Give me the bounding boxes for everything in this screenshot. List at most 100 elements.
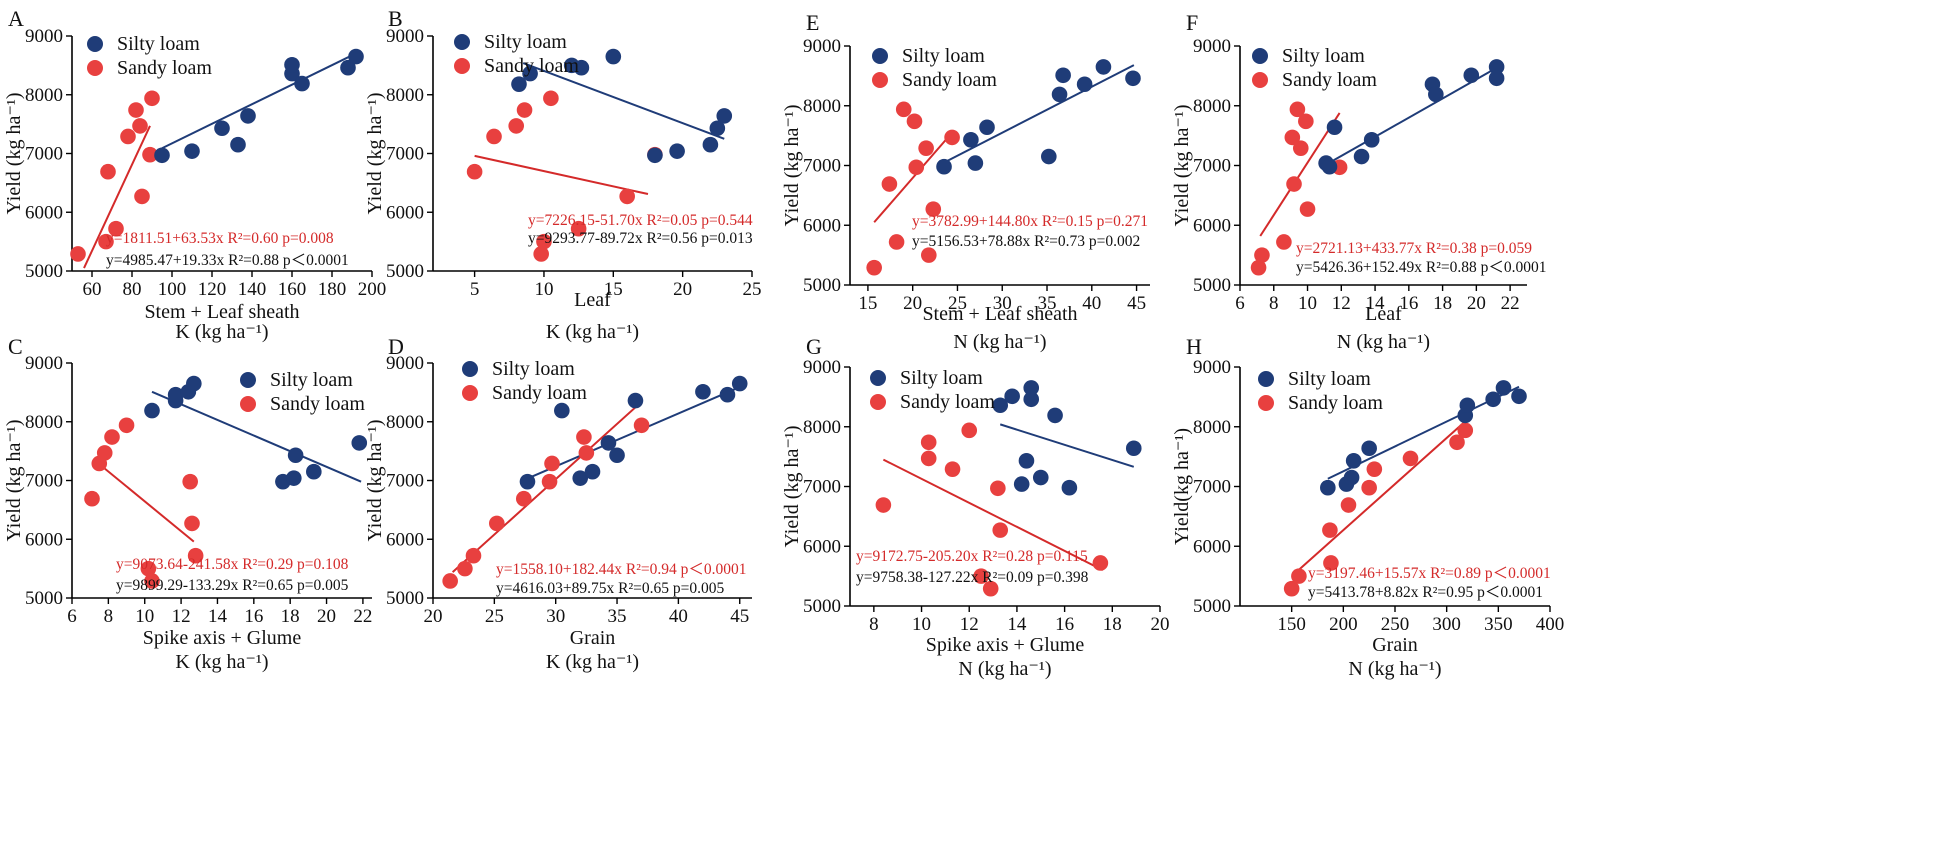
equation-sandy: y=3782.99+144.80x R²=0.15 p=0.271 <box>912 213 1148 230</box>
x-tick-label: 35 <box>1038 293 1057 314</box>
legend-marker-sandy <box>870 394 886 410</box>
x-axis-label: Stem + Leaf sheath <box>922 303 1077 325</box>
point-silty <box>695 383 711 400</box>
point-sandy <box>881 176 898 192</box>
point-silty <box>167 386 184 403</box>
legend-label-silty: Silty loam <box>492 358 575 380</box>
y-tick-label: 8000 <box>386 412 424 433</box>
point-sandy <box>508 118 525 134</box>
x-tick-label: 400 <box>1536 614 1565 635</box>
equation-sandy: y=3197.46+15.57x R²=0.89 p＜0.0001 <box>1308 565 1551 582</box>
point-sandy <box>1284 129 1301 146</box>
x-tick-label: 300 <box>1432 614 1461 635</box>
x-axis-unit: K (kg ha⁻¹) <box>175 321 268 343</box>
x-tick-label: 8 <box>1269 293 1279 314</box>
point-sandy <box>944 461 961 477</box>
point-sandy <box>578 445 595 461</box>
y-tick-label: 5000 <box>386 261 424 282</box>
equation-silty: y=9293.77-89.72x R²=0.56 p=0.013 <box>528 230 753 247</box>
x-tick-label: 14 <box>1007 614 1027 635</box>
x-tick-label: 200 <box>358 279 387 300</box>
panel-label: G <box>806 334 822 359</box>
equation-silty: y=4985.47+19.33x R²=0.88 p＜0.0001 <box>106 252 349 269</box>
point-silty <box>154 147 170 164</box>
x-axis-label: Spike axis + Glume <box>926 634 1085 656</box>
legend-label-silty: Silty loam <box>1288 368 1371 390</box>
point-silty <box>600 435 617 451</box>
fit-line-sandy <box>882 458 1104 572</box>
point-sandy <box>1402 450 1419 467</box>
y-tick-label: 6000 <box>1193 215 1231 236</box>
y-tick-label: 7000 <box>386 144 424 165</box>
equation-sandy: y=9172.75-205.20x R²=0.28 p=0.115 <box>856 548 1088 565</box>
point-sandy <box>1366 461 1383 477</box>
point-silty <box>294 75 310 92</box>
x-tick-label: 20 <box>903 293 922 314</box>
point-silty <box>1343 469 1360 486</box>
y-tick-label: 8000 <box>25 85 63 106</box>
y-tick-label: 9000 <box>803 357 841 378</box>
point-sandy <box>1298 113 1314 130</box>
y-axis-label: Yield (kg ha⁻¹) <box>364 419 386 541</box>
x-tick-label: 18 <box>1433 293 1452 314</box>
legend-marker-silty <box>87 36 103 52</box>
point-silty <box>144 402 160 419</box>
legend-marker-sandy <box>1258 395 1274 411</box>
point-sandy <box>108 220 124 237</box>
x-tick-label: 12 <box>960 614 979 635</box>
point-sandy <box>543 90 559 107</box>
x-tick-label: 16 <box>1399 293 1418 314</box>
y-tick-label: 5000 <box>803 275 841 296</box>
x-tick-label: 10 <box>912 614 931 635</box>
fit-line-sandy <box>83 125 151 269</box>
x-tick-label: 22 <box>1501 293 1520 314</box>
x-tick-label: 22 <box>353 606 372 627</box>
y-tick-label: 5000 <box>25 261 63 282</box>
y-tick-label: 6000 <box>803 215 841 236</box>
equation-silty: y=9758.38-127.22x R²=0.09 p=0.398 <box>856 569 1089 586</box>
legend-marker-sandy <box>454 58 470 74</box>
point-silty <box>1023 391 1040 408</box>
point-silty <box>1018 453 1035 469</box>
point-silty <box>1051 86 1068 103</box>
legend-label-silty: Silty loam <box>117 33 200 55</box>
fit-line-silty <box>161 51 359 150</box>
x-axis-unit: N (kg ha⁻¹) <box>1348 658 1441 680</box>
point-sandy <box>100 163 116 180</box>
y-tick-label: 6000 <box>25 202 63 223</box>
point-sandy <box>1250 259 1267 276</box>
point-silty <box>186 375 202 392</box>
x-tick-label: 10 <box>135 606 154 627</box>
point-sandy <box>536 233 552 250</box>
y-tick-label: 5000 <box>803 596 841 617</box>
panel-e: E 5000 6000 7000 8000 9000 15 20 25 30 35 40 45 Yield… <box>781 10 1150 353</box>
y-axis-label: Yield (kg ha⁻¹) <box>3 92 25 214</box>
point-sandy <box>70 246 86 262</box>
fit-line-silty <box>522 62 725 140</box>
x-tick-label: 180 <box>318 279 347 300</box>
panel-h: H 5000 6000 7000 8000 9000 150 200 250 300 350 400 Y… <box>1171 334 1564 680</box>
y-tick-label: 9000 <box>25 353 63 374</box>
y-tick-label: 9000 <box>386 26 424 47</box>
x-tick-label: 30 <box>546 606 565 627</box>
fit-line-sandy <box>95 460 195 543</box>
y-tick-label: 7000 <box>803 156 841 177</box>
y-tick-label: 8000 <box>25 412 63 433</box>
fit-line-silty <box>151 390 362 483</box>
point-silty <box>992 397 1009 414</box>
x-tick-label: 140 <box>238 279 267 300</box>
y-axis-label: Yield (kg ha⁻¹) <box>781 104 803 226</box>
fit-line-sandy <box>873 131 953 223</box>
legend-label-sandy: Sandy loam <box>117 57 212 79</box>
point-sandy <box>895 101 912 118</box>
point-sandy <box>1283 580 1300 597</box>
point-sandy <box>925 201 942 217</box>
point-sandy <box>142 146 158 163</box>
y-tick-label: 7000 <box>1193 156 1231 177</box>
point-silty <box>1345 453 1362 469</box>
x-tick-label: 40 <box>669 606 688 627</box>
x-tick-label: 45 <box>1127 293 1146 314</box>
y-tick-label: 7000 <box>803 477 841 498</box>
fit-line-sandy <box>474 154 649 196</box>
